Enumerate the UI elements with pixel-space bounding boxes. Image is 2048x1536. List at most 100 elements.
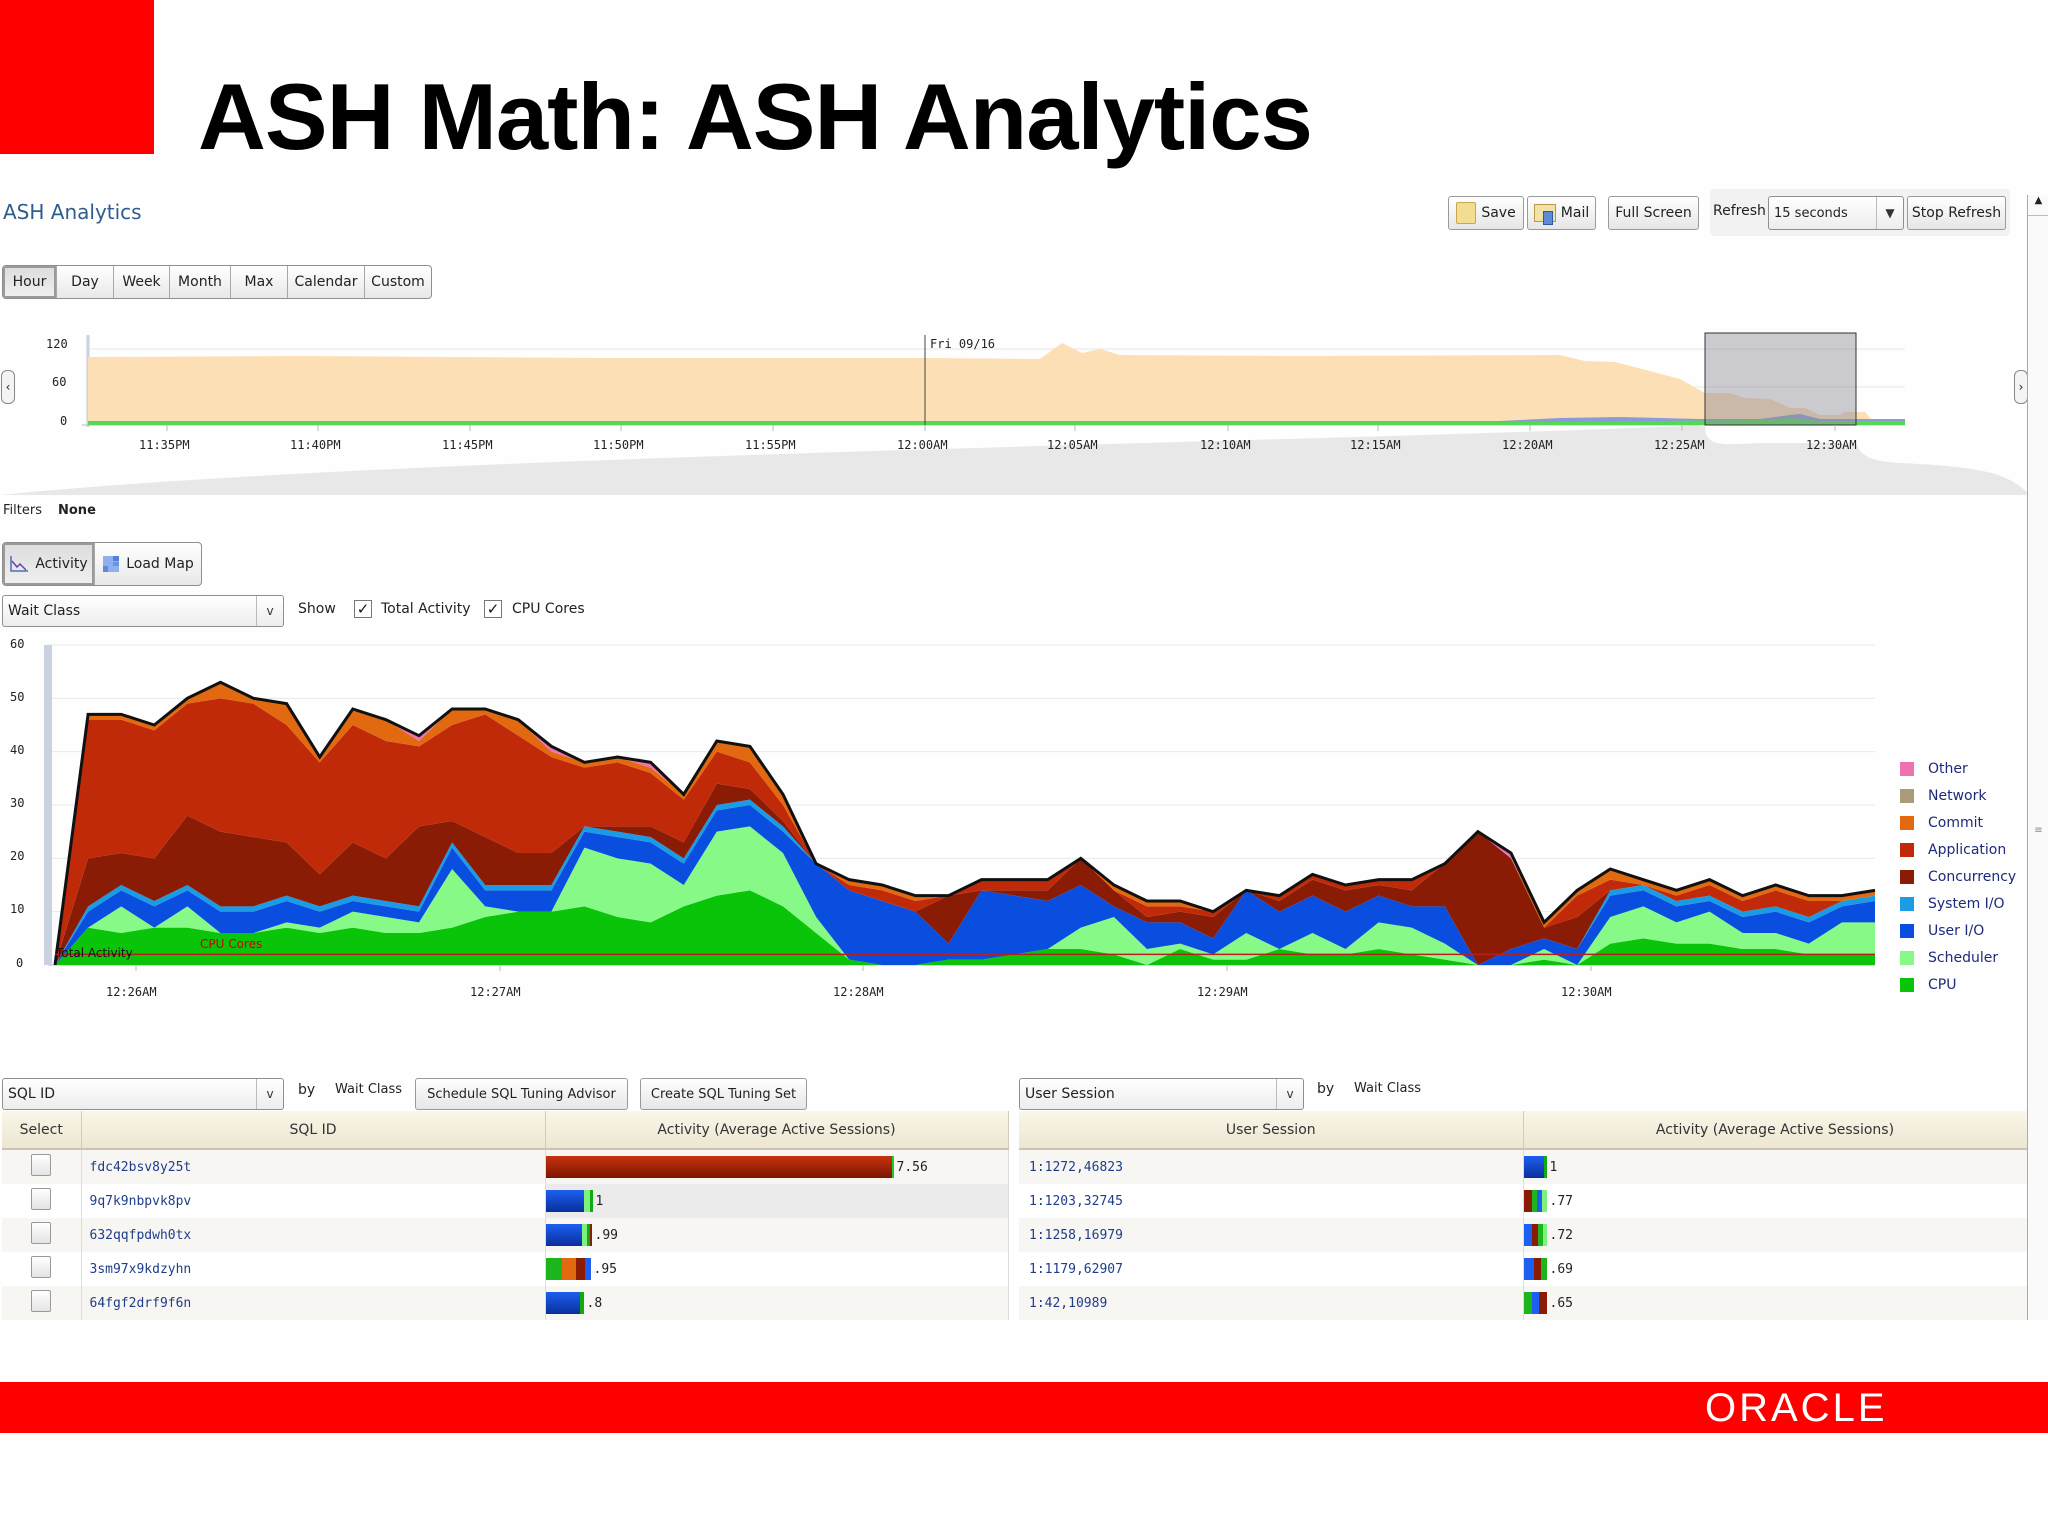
total-activity-checkbox[interactable]: ✓	[354, 600, 372, 618]
activity-bar[interactable]	[545, 1156, 894, 1178]
time-range-max[interactable]: Max	[231, 266, 288, 298]
legend-item-other[interactable]: Other	[1900, 761, 1968, 777]
activity-bar[interactable]	[1523, 1190, 1547, 1212]
legend-swatch	[1900, 924, 1914, 938]
column-header-user-session[interactable]: User Session	[1019, 1111, 1524, 1150]
sql-id-link[interactable]: fdc42bsv8y25t	[89, 1160, 192, 1175]
create-sql-tuning-set-button[interactable]: Create SQL Tuning Set	[640, 1078, 807, 1110]
main-xtick: 12:26AM	[106, 985, 157, 999]
sql-id-link[interactable]: 632qqfpdwh0tx	[89, 1228, 192, 1243]
by-value[interactable]: Wait Class	[335, 1082, 403, 1097]
schedule-sql-tuning-advisor-button[interactable]: Schedule SQL Tuning Advisor	[415, 1078, 628, 1110]
table-row[interactable]: 1:42,10989 .65	[1019, 1286, 2028, 1320]
table-row[interactable]: fdc42bsv8y25t 7.56	[2, 1149, 1009, 1184]
time-range-custom[interactable]: Custom	[371, 274, 425, 290]
row-checkbox[interactable]	[31, 1154, 52, 1176]
legend-item-cpu[interactable]: CPU	[1900, 977, 1956, 993]
table-row[interactable]: 1:1272,46823 1	[1019, 1149, 2028, 1184]
legend-item-commit[interactable]: Commit	[1900, 815, 1983, 831]
time-range-day[interactable]: Day	[57, 266, 114, 298]
refresh-interval-select[interactable]: 15 seconds ▼	[1768, 196, 1904, 230]
load-map-icon	[103, 556, 120, 572]
main-ytick: 20	[10, 849, 25, 863]
load-map-tab[interactable]: Load Map	[95, 543, 201, 585]
legend-label: CPU	[1928, 977, 1957, 993]
total-activity-annotation: Total Activity	[56, 946, 133, 960]
activity-bar[interactable]	[1523, 1292, 1547, 1314]
mail-button[interactable]: Mail	[1527, 196, 1596, 230]
activity-bar[interactable]	[545, 1292, 584, 1314]
row-checkbox[interactable]	[31, 1188, 52, 1210]
time-range-week[interactable]: Week	[114, 266, 170, 298]
table-row[interactable]: 9q7k9nbpvk8pv 1	[2, 1184, 1009, 1218]
row-checkbox[interactable]	[31, 1222, 52, 1244]
time-range-hour[interactable]: Hour	[3, 266, 57, 298]
area-cpu[interactable]	[55, 890, 1875, 965]
table-row[interactable]: 1:1203,32745 .77	[1019, 1184, 2028, 1218]
session-link[interactable]: 1:1258,16979	[1029, 1228, 1123, 1243]
time-range-calendar[interactable]: Calendar	[288, 266, 365, 298]
overview-xtick: 12:30AM	[1806, 438, 1857, 452]
overview-selection-window[interactable]	[1704, 332, 1857, 426]
footer-band	[0, 1382, 2048, 1433]
activity-chart[interactable]	[0, 630, 1890, 980]
session-link[interactable]: 1:1203,32745	[1029, 1194, 1123, 1209]
scroll-grip-icon[interactable]: ≡	[2034, 825, 2043, 836]
activity-tab[interactable]: Activity	[3, 543, 95, 585]
table-row[interactable]: 1:1179,62907 .69	[1019, 1252, 2028, 1286]
table-row[interactable]: 64fgf2drf9f6n .8	[2, 1286, 1009, 1320]
time-range-month[interactable]: Month	[170, 266, 231, 298]
session-link[interactable]: 1:1272,46823	[1029, 1160, 1123, 1175]
page-title[interactable]: ASH Analytics	[3, 200, 142, 224]
sql-id-link[interactable]: 9q7k9nbpvk8pv	[89, 1194, 192, 1209]
column-header-select[interactable]: Select	[2, 1111, 82, 1150]
activity-bar[interactable]	[545, 1224, 592, 1246]
sql-dimension-select[interactable]: SQL ID v	[2, 1078, 284, 1110]
area-user-i-o[interactable]	[55, 805, 1875, 965]
legend-item-concurrency[interactable]: Concurrency	[1900, 869, 2016, 885]
activity-bar[interactable]	[1523, 1258, 1547, 1280]
activity-bar[interactable]	[545, 1190, 593, 1212]
legend-item-scheduler[interactable]: Scheduler	[1900, 950, 1998, 966]
filters-value[interactable]: None	[58, 503, 96, 518]
row-checkbox[interactable]	[31, 1290, 52, 1312]
legend-swatch	[1900, 978, 1914, 992]
column-header-sql-id[interactable]: SQL ID	[81, 1111, 546, 1150]
scroll-up-icon[interactable]: ▲	[2028, 195, 2048, 216]
session-link[interactable]: 1:42,10989	[1029, 1296, 1108, 1311]
legend-item-user-io[interactable]: User I/O	[1900, 923, 1984, 939]
legend-item-system-io[interactable]: System I/O	[1900, 896, 2005, 912]
activity-bar[interactable]	[545, 1258, 591, 1280]
legend-label: Network	[1928, 788, 1987, 804]
legend-item-network[interactable]: Network	[1900, 788, 1986, 804]
area-application[interactable]	[55, 698, 1875, 965]
table-row[interactable]: 632qqfpdwh0tx .99	[2, 1218, 1009, 1252]
table-row[interactable]: 3sm97x9kdzyhn .95	[2, 1252, 1009, 1286]
session-link[interactable]: 1:1179,62907	[1029, 1262, 1123, 1277]
stop-refresh-button[interactable]: Stop Refresh	[1907, 196, 2006, 230]
scroll-left-button[interactable]: ‹	[1, 370, 15, 404]
row-checkbox[interactable]	[31, 1256, 52, 1278]
activity-bar[interactable]	[1523, 1224, 1547, 1246]
page-scrollbar[interactable]: ▲ ≡	[2027, 195, 2048, 1320]
overview-chart[interactable]	[0, 325, 2030, 495]
column-header-activity[interactable]: Activity (Average Active Sessions)	[1523, 1111, 2028, 1150]
area-concurrency[interactable]	[55, 783, 1875, 965]
legend-swatch	[1900, 789, 1914, 803]
cpu-cores-checkbox[interactable]: ✓	[484, 600, 502, 618]
activity-bar[interactable]	[1523, 1156, 1547, 1178]
session-dimension-select[interactable]: User Session v	[1019, 1078, 1304, 1110]
save-label: Save	[1481, 205, 1516, 221]
table-row[interactable]: 1:1258,16979 .72	[1019, 1218, 2028, 1252]
sql-id-link[interactable]: 64fgf2drf9f6n	[89, 1296, 192, 1311]
by-value[interactable]: Wait Class	[1354, 1081, 1422, 1096]
legend-label: Concurrency	[1928, 869, 2017, 885]
sql-id-link[interactable]: 3sm97x9kdzyhn	[89, 1262, 192, 1277]
main-ytick: 10	[10, 902, 25, 916]
save-button[interactable]: Save	[1448, 196, 1524, 230]
column-header-activity[interactable]: Activity (Average Active Sessions)	[545, 1111, 1009, 1150]
main-xtick: 12:30AM	[1561, 985, 1612, 999]
legend-item-application[interactable]: Application	[1900, 842, 2006, 858]
full-screen-button[interactable]: Full Screen	[1608, 196, 1699, 230]
dimension-select[interactable]: Wait Class v	[2, 595, 284, 627]
